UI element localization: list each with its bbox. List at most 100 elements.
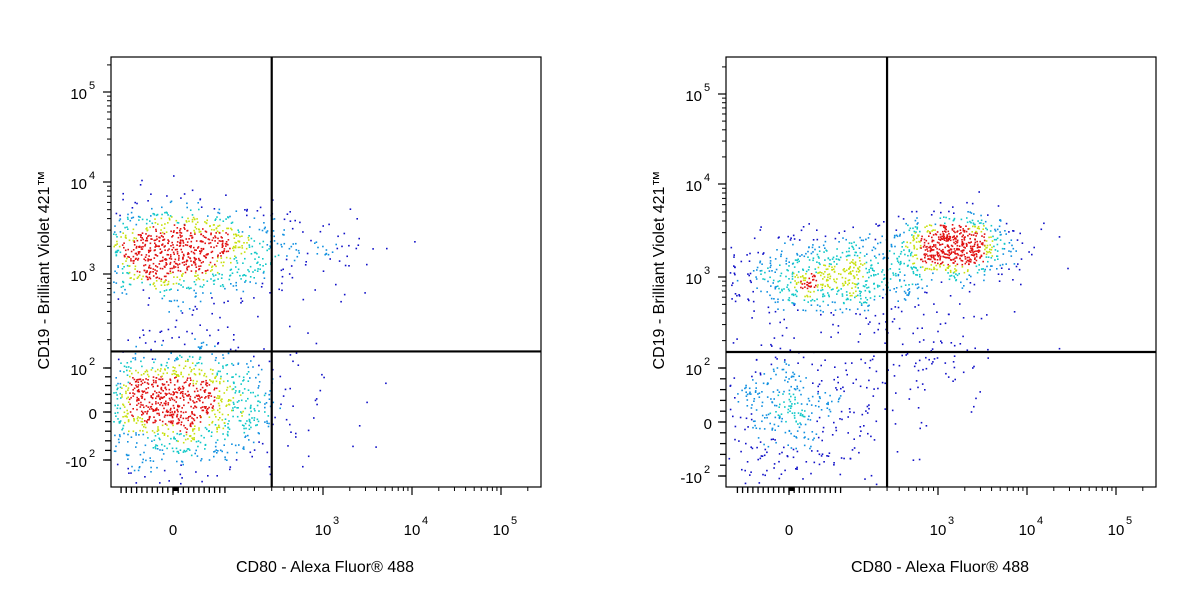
event-dot <box>243 388 246 390</box>
event-dot <box>169 215 172 217</box>
event-dot <box>146 411 149 413</box>
event-dot <box>793 373 796 375</box>
event-dot <box>974 262 976 264</box>
event-dot <box>230 283 232 285</box>
event-dot <box>166 284 169 286</box>
event-dot <box>180 482 182 485</box>
event-dot <box>855 270 858 273</box>
event-dot <box>191 417 193 419</box>
event-dot <box>147 383 150 385</box>
event-dot <box>980 219 983 222</box>
event-dot <box>198 259 201 261</box>
event-dot <box>144 342 147 344</box>
event-dot <box>145 271 147 274</box>
event-dot <box>970 221 972 224</box>
event-dot <box>167 222 169 224</box>
event-dot <box>884 408 886 410</box>
event-dot <box>822 283 824 286</box>
event-dot <box>979 256 982 258</box>
event-dot <box>1020 283 1022 286</box>
event-dot <box>219 285 222 287</box>
event-dot <box>205 382 208 384</box>
event-dot <box>890 263 893 265</box>
event-dot <box>179 234 181 236</box>
event-dot <box>863 285 866 288</box>
event-dot <box>214 450 216 453</box>
event-dot <box>204 242 206 245</box>
event-dot <box>322 245 324 248</box>
event-dot <box>200 407 202 409</box>
event-dot <box>796 387 799 390</box>
event-dot <box>127 412 129 415</box>
event-dot <box>163 232 166 235</box>
event-dot <box>179 392 182 395</box>
event-dot <box>961 242 964 245</box>
event-dot <box>950 252 953 255</box>
event-dot <box>175 219 178 222</box>
event-dot <box>929 258 931 261</box>
event-dot <box>165 275 167 278</box>
event-dot <box>186 394 188 397</box>
event-dot <box>903 274 906 276</box>
event-dot <box>874 314 877 317</box>
event-dot <box>859 251 862 254</box>
y-tick-exponent: 3 <box>89 262 95 274</box>
event-dot <box>231 388 234 391</box>
event-dot <box>902 218 905 220</box>
event-dot <box>195 406 198 409</box>
event-dot <box>217 211 219 214</box>
event-dot <box>733 256 735 258</box>
event-dot <box>289 325 291 328</box>
event-dot <box>306 252 309 255</box>
event-dot <box>234 392 237 394</box>
event-dot <box>272 230 275 232</box>
event-dot <box>770 297 773 300</box>
event-dot <box>947 272 949 274</box>
event-dot <box>210 403 212 406</box>
event-dot <box>875 483 878 486</box>
event-dot <box>130 396 132 399</box>
event-dot <box>946 234 948 236</box>
event-dot <box>163 227 166 229</box>
event-dot <box>796 450 799 453</box>
event-dot <box>920 247 922 249</box>
event-dot <box>917 304 920 306</box>
event-dot <box>922 246 925 248</box>
event-dot <box>153 257 156 259</box>
event-dot <box>787 235 789 238</box>
event-dot <box>859 435 861 437</box>
event-dot <box>960 281 962 284</box>
event-dot <box>132 260 134 262</box>
event-dot <box>257 432 260 434</box>
event-dot <box>774 429 776 431</box>
event-dot <box>209 270 212 272</box>
event-dot <box>355 247 358 250</box>
event-dot <box>787 411 789 414</box>
event-dot <box>148 418 150 421</box>
event-dot <box>980 317 983 320</box>
event-dot <box>749 279 752 282</box>
event-dot <box>857 268 860 271</box>
event-dot <box>121 394 123 396</box>
event-dot <box>838 232 840 234</box>
event-dot <box>744 469 746 472</box>
event-dot <box>982 260 984 263</box>
event-dot <box>176 253 179 255</box>
event-dot <box>877 387 879 390</box>
event-dot <box>214 236 217 239</box>
event-dot <box>232 285 235 287</box>
event-dot <box>140 248 143 250</box>
event-dot <box>166 424 168 427</box>
event-dot <box>926 285 928 287</box>
event-dot <box>191 314 194 316</box>
event-dot <box>170 397 173 399</box>
event-dot <box>991 265 993 267</box>
event-dot <box>976 246 979 249</box>
event-dot <box>175 282 178 285</box>
event-dot <box>980 230 983 233</box>
event-dot <box>968 290 971 293</box>
event-dot <box>184 365 187 367</box>
event-dot <box>173 253 175 255</box>
event-dot <box>161 458 163 461</box>
event-dot <box>982 222 985 225</box>
